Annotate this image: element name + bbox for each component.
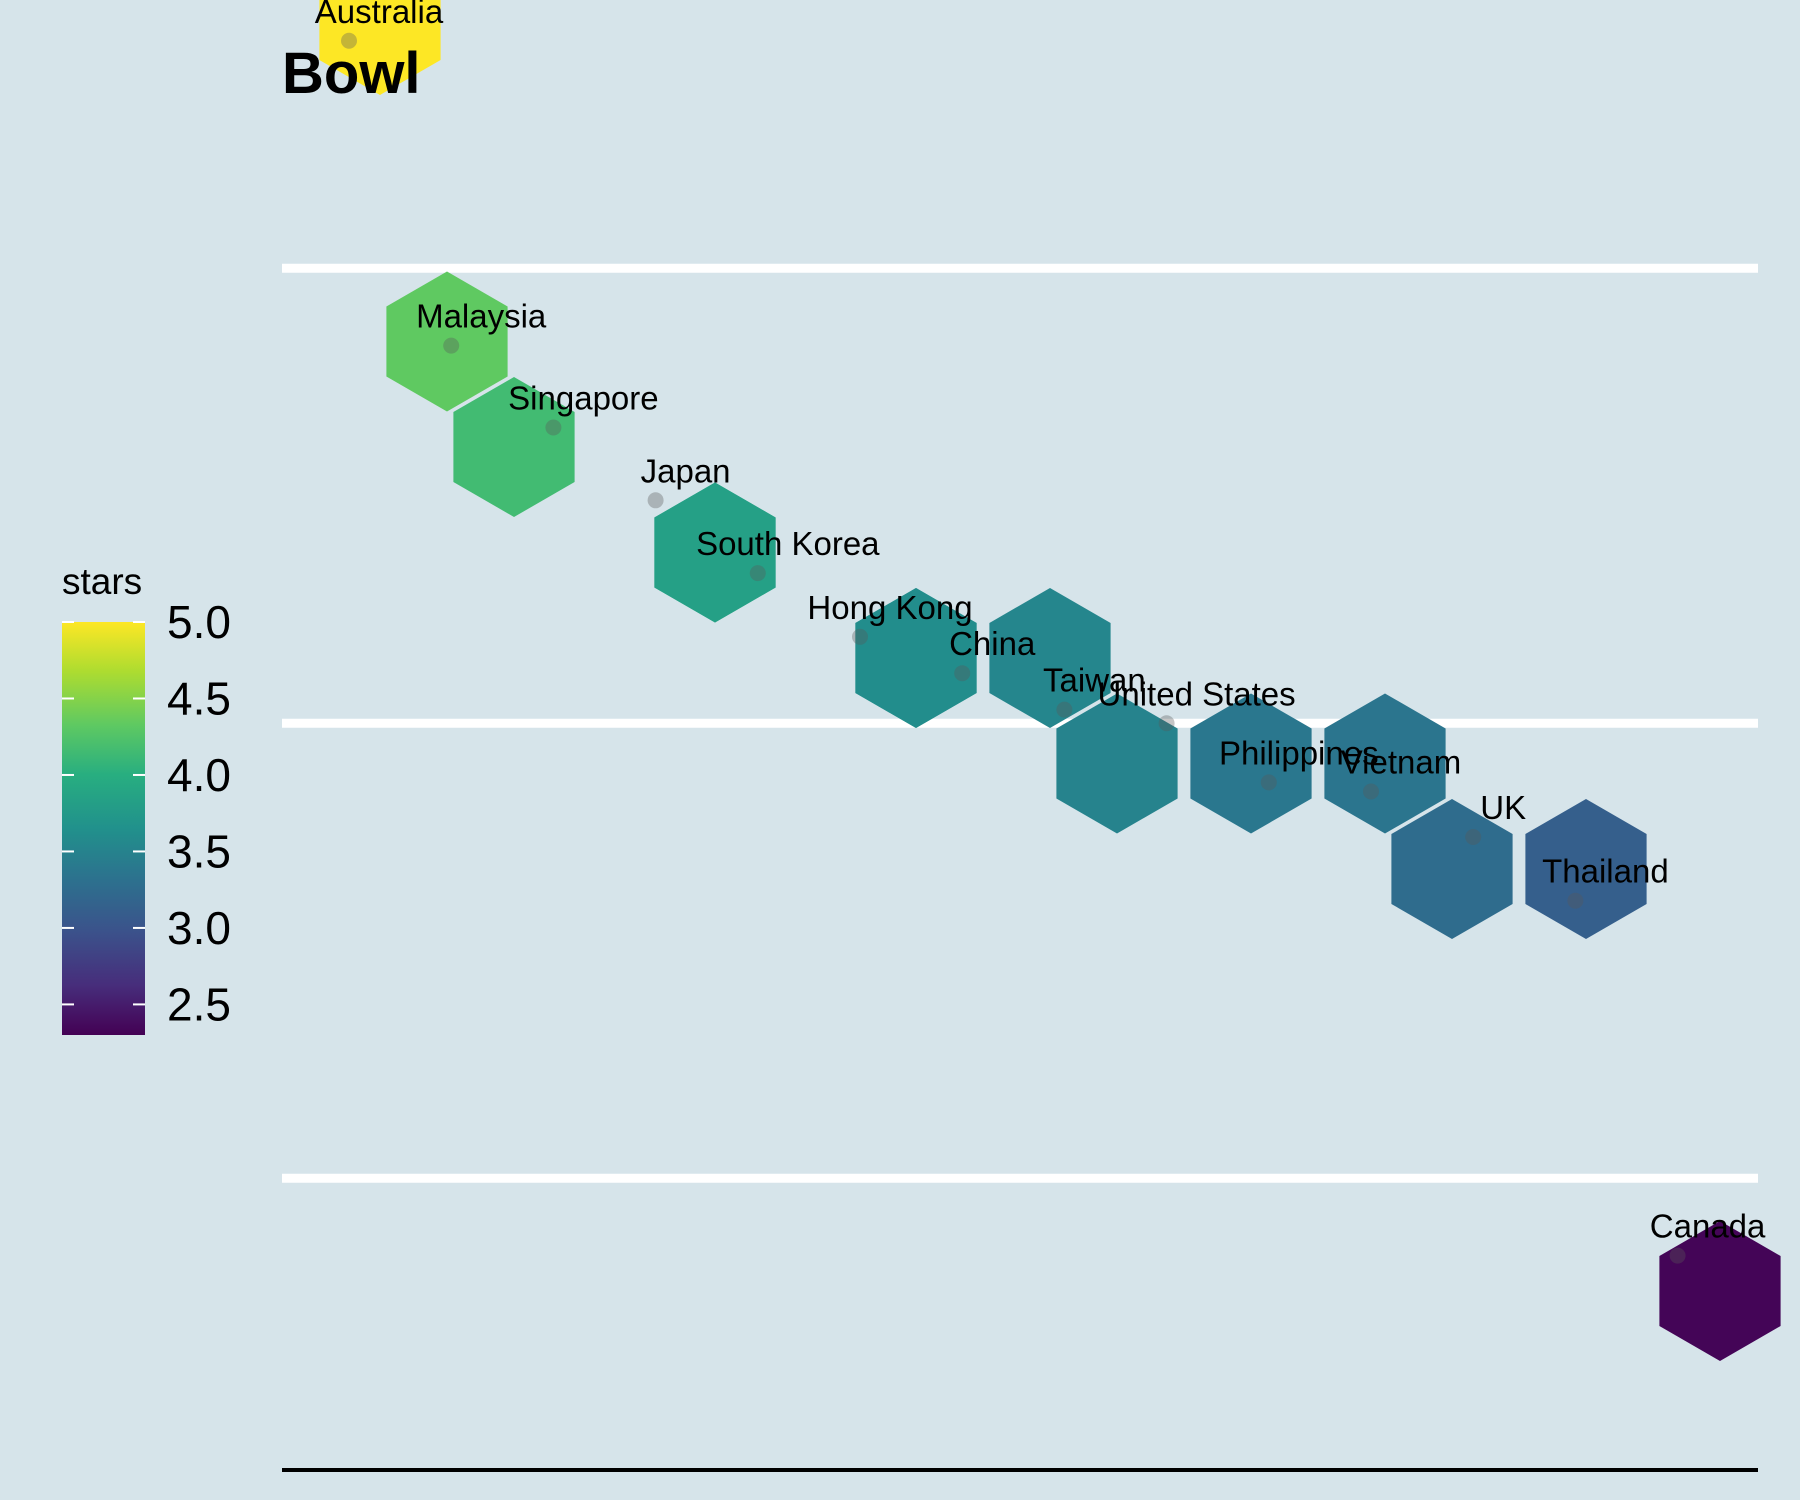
hex-bin xyxy=(453,377,575,517)
point-label: Thailand xyxy=(1542,853,1669,890)
hexagons xyxy=(319,0,1781,1361)
point-label: Singapore xyxy=(508,380,658,417)
point-label: Philippines xyxy=(1219,734,1379,771)
point-label: Taiwan xyxy=(1043,662,1146,699)
point-label: Hong Kong xyxy=(807,589,972,626)
legend-tick-label: 3.5 xyxy=(167,825,231,877)
data-point xyxy=(1669,1247,1686,1264)
point-label: Canada xyxy=(1650,1208,1766,1245)
hex-bin xyxy=(654,482,776,623)
point-label: Japan xyxy=(641,452,731,489)
hex-bin xyxy=(1391,799,1513,939)
point-label: Vietnam xyxy=(1341,744,1461,781)
color-legend: stars 5.0 4.5 4.0 3.5 3.0 2.5 xyxy=(62,561,231,1035)
hex-bin xyxy=(1190,693,1312,834)
hex-bin xyxy=(1324,693,1446,834)
legend-tick-label: 3.0 xyxy=(167,902,231,954)
data-point xyxy=(1158,715,1175,732)
hex-bin xyxy=(319,0,441,95)
hex-bin xyxy=(1659,1221,1781,1361)
hex-bin xyxy=(1056,693,1178,834)
chart-title: Bowl xyxy=(282,41,421,106)
point-label: Malaysia xyxy=(416,298,547,335)
data-point xyxy=(341,32,357,49)
legend-colorbar xyxy=(62,622,145,1035)
gridlines xyxy=(282,263,1758,1472)
data-point xyxy=(443,337,460,354)
point-label: UK xyxy=(1480,789,1526,826)
data-point xyxy=(647,492,664,509)
hex-bin xyxy=(386,271,508,412)
legend-tick-label: 4.0 xyxy=(167,749,231,801)
data-point xyxy=(1567,892,1584,909)
legend-title: stars xyxy=(62,561,142,602)
legend-tick-label: 5.0 xyxy=(167,596,231,648)
point-label: Australia xyxy=(315,0,444,30)
data-point xyxy=(954,665,971,682)
point-label: United States xyxy=(1098,675,1296,712)
point-label: China xyxy=(949,625,1036,662)
hex-bin xyxy=(1525,799,1647,939)
legend-tick-label: 2.5 xyxy=(167,978,231,1030)
data-point xyxy=(1056,701,1073,718)
legend-tick-label: 4.5 xyxy=(167,672,231,724)
data-point xyxy=(545,419,562,436)
data-point xyxy=(852,628,868,645)
data-point xyxy=(1363,783,1379,800)
data-point xyxy=(1465,829,1482,845)
data-point xyxy=(749,565,766,582)
points xyxy=(341,32,1686,1264)
hex-bin xyxy=(989,588,1111,728)
point-labels: Australia Malaysia Singapore Japan South Kor… xyxy=(315,0,1766,1245)
hex-bin xyxy=(855,588,977,728)
data-point xyxy=(1260,774,1277,791)
point-label: South Korea xyxy=(696,525,880,562)
